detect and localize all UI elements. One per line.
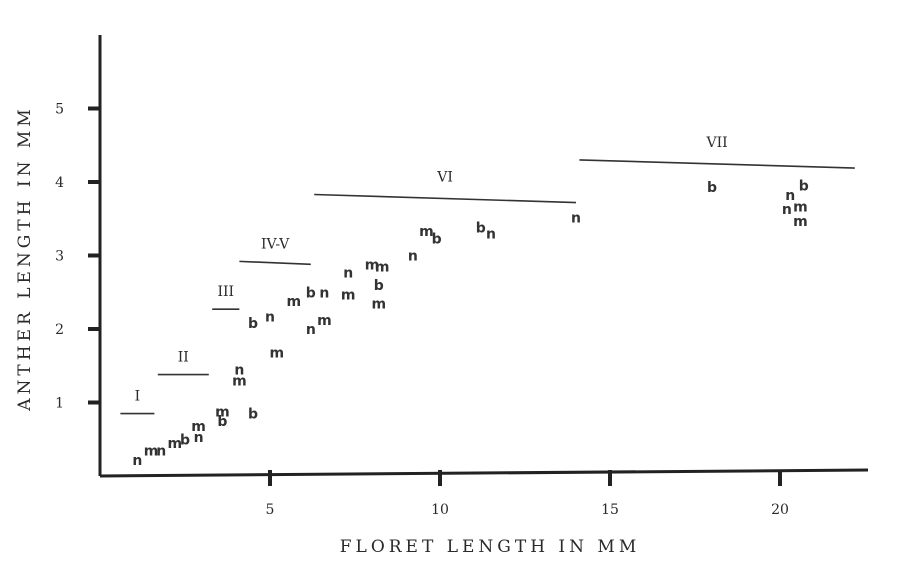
stage-label: II [178,350,189,366]
data-point: n [785,188,795,204]
data-point: b [476,221,486,237]
data-point: b [799,179,809,195]
stage-line [314,193,577,204]
stage-label: III [218,284,235,300]
data-point: b [248,407,258,423]
data-point: m [419,224,434,240]
data-point: b [248,316,258,332]
data-point: b [217,414,227,430]
x-axis-line [99,468,869,478]
data-point: n [156,443,166,459]
data-point: m [375,260,390,276]
data-point: b [374,278,384,294]
data-point: m [215,404,230,420]
stage-line [239,260,311,266]
data-point: n [234,362,244,378]
data-point: b [707,180,717,196]
data-point: m [341,287,356,303]
data-point: m [793,199,808,215]
x-tick-label: 5 [266,502,275,518]
data-point: n [306,322,316,338]
data-point: n [194,430,204,446]
data-point: m [270,346,285,362]
y-tick-label: 3 [55,249,64,265]
data-point: n [782,202,792,218]
data-point: m [372,296,387,312]
data-point: n [408,249,418,265]
y-tick-label: 1 [55,396,64,412]
data-point: n [265,310,275,326]
data-point: n [486,226,496,242]
stage-label: VII [706,135,728,151]
data-point: m [317,313,332,329]
data-point: n [132,453,142,469]
data-point: n [571,210,581,226]
data-point: m [144,443,159,459]
x-tick-label: 10 [431,502,449,518]
stage-line [579,159,855,169]
data-point: m [793,214,808,230]
x-tick-label: 15 [601,502,619,518]
ticks: 5 10 15 20 1 2 3 4 5 [55,102,789,519]
stage-label: I [135,389,141,405]
data-point: m [287,294,302,310]
x-axis-title: FLORET LENGTH IN MM [340,537,641,557]
y-axis-title: ANTHER LENGTH IN MM [15,105,35,411]
data-point: b [432,232,442,248]
y-tick-label: 5 [55,102,64,118]
stage-label: VI [436,169,453,185]
data-point: n [319,285,329,301]
x-tick-label: 20 [771,502,789,518]
data-point: m [191,419,206,435]
stage-label: IV-V [261,236,290,252]
data-point: m [365,257,380,273]
data-point: m [232,373,247,389]
data-point: m [168,436,183,452]
y-tick-label: 4 [55,175,64,191]
y-tick-label: 2 [55,322,64,338]
data-point: n [343,265,353,281]
data-point: b [306,285,316,301]
data-point: b [180,432,190,448]
